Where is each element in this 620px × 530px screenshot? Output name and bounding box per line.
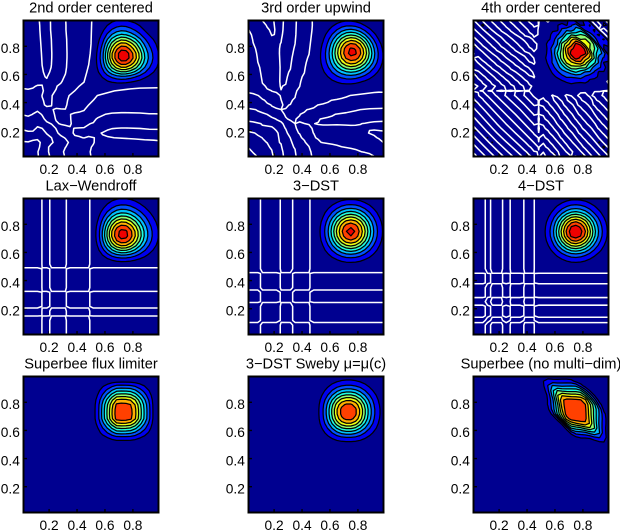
svg-text:0.8: 0.8 [123,518,142,530]
svg-text:0.8: 0.8 [348,340,367,355]
svg-text:0.2: 0.2 [265,340,284,355]
svg-text:0.6: 0.6 [95,518,114,530]
svg-text:0.2: 0.2 [1,303,20,318]
svg-text:0.2: 0.2 [490,162,509,177]
svg-text:3rd order upwind: 3rd order upwind [261,1,371,17]
svg-text:0.8: 0.8 [451,219,470,234]
svg-text:0.6: 0.6 [451,425,470,440]
svg-text:0.4: 0.4 [1,275,20,290]
svg-text:0.4: 0.4 [517,162,536,177]
svg-text:0.2: 0.2 [490,518,509,530]
svg-text:0.4: 0.4 [451,453,470,468]
svg-text:0.8: 0.8 [226,397,245,412]
svg-text:0.8: 0.8 [348,162,367,177]
svg-text:0.6: 0.6 [320,518,339,530]
svg-text:0.2: 0.2 [226,481,245,496]
svg-text:0.4: 0.4 [292,340,311,355]
svg-text:0.6: 0.6 [451,247,470,262]
svg-text:0.6: 0.6 [545,340,564,355]
svg-text:4−DST: 4−DST [518,179,564,195]
svg-text:0.2: 0.2 [451,481,470,496]
svg-text:0.6: 0.6 [1,69,20,84]
svg-text:2nd order centered: 2nd order centered [29,1,153,17]
svg-text:0.8: 0.8 [573,518,592,530]
svg-text:0.4: 0.4 [1,97,20,112]
svg-text:Superbee (no multi−dim): Superbee (no multi−dim) [461,357,620,373]
svg-text:0.4: 0.4 [451,97,470,112]
svg-text:0.2: 0.2 [226,303,245,318]
svg-text:0.6: 0.6 [95,162,114,177]
svg-text:0.8: 0.8 [573,340,592,355]
svg-text:0.4: 0.4 [226,453,245,468]
svg-text:0.2: 0.2 [265,162,284,177]
svg-text:0.6: 0.6 [545,162,564,177]
svg-text:0.8: 0.8 [1,41,20,56]
svg-text:0.6: 0.6 [320,340,339,355]
svg-text:0.4: 0.4 [67,162,86,177]
svg-text:0.2: 0.2 [40,162,59,177]
svg-text:0.6: 0.6 [226,247,245,262]
svg-text:0.2: 0.2 [1,481,20,496]
svg-text:0.2: 0.2 [40,340,59,355]
svg-text:0.6: 0.6 [1,247,20,262]
svg-text:0.6: 0.6 [226,69,245,84]
svg-text:0.4: 0.4 [1,453,20,468]
svg-text:0.8: 0.8 [451,397,470,412]
svg-text:0.2: 0.2 [265,518,284,530]
svg-text:0.4: 0.4 [67,518,86,530]
svg-text:0.6: 0.6 [1,425,20,440]
svg-text:4th order centered: 4th order centered [481,1,601,17]
svg-text:0.2: 0.2 [40,518,59,530]
svg-text:0.6: 0.6 [451,69,470,84]
svg-text:0.8: 0.8 [123,340,142,355]
svg-text:0.4: 0.4 [67,340,86,355]
svg-text:0.2: 0.2 [490,340,509,355]
svg-text:Superbee flux limiter: Superbee flux limiter [24,357,158,373]
svg-text:0.2: 0.2 [1,125,20,140]
svg-text:Lax−Wendroff: Lax−Wendroff [45,179,137,195]
svg-text:0.8: 0.8 [226,219,245,234]
svg-text:0.2: 0.2 [451,303,470,318]
svg-text:0.8: 0.8 [1,397,20,412]
svg-text:0.4: 0.4 [451,275,470,290]
svg-text:0.8: 0.8 [451,41,470,56]
svg-text:0.2: 0.2 [451,125,470,140]
svg-text:0.4: 0.4 [517,518,536,530]
svg-text:0.8: 0.8 [573,162,592,177]
svg-text:0.8: 0.8 [1,219,20,234]
svg-text:0.8: 0.8 [226,41,245,56]
svg-text:0.8: 0.8 [123,162,142,177]
svg-text:0.8: 0.8 [348,518,367,530]
svg-text:0.2: 0.2 [226,125,245,140]
svg-text:0.6: 0.6 [545,518,564,530]
svg-text:0.6: 0.6 [95,340,114,355]
svg-text:0.4: 0.4 [517,340,536,355]
svg-text:0.4: 0.4 [292,518,311,530]
svg-text:0.4: 0.4 [292,162,311,177]
svg-text:3−DST Sweby μ=μ(c): 3−DST Sweby μ=μ(c) [246,357,386,373]
svg-text:0.4: 0.4 [226,275,245,290]
svg-text:0.6: 0.6 [226,425,245,440]
svg-text:0.6: 0.6 [320,162,339,177]
svg-text:3−DST: 3−DST [293,179,339,195]
svg-text:0.4: 0.4 [226,97,245,112]
